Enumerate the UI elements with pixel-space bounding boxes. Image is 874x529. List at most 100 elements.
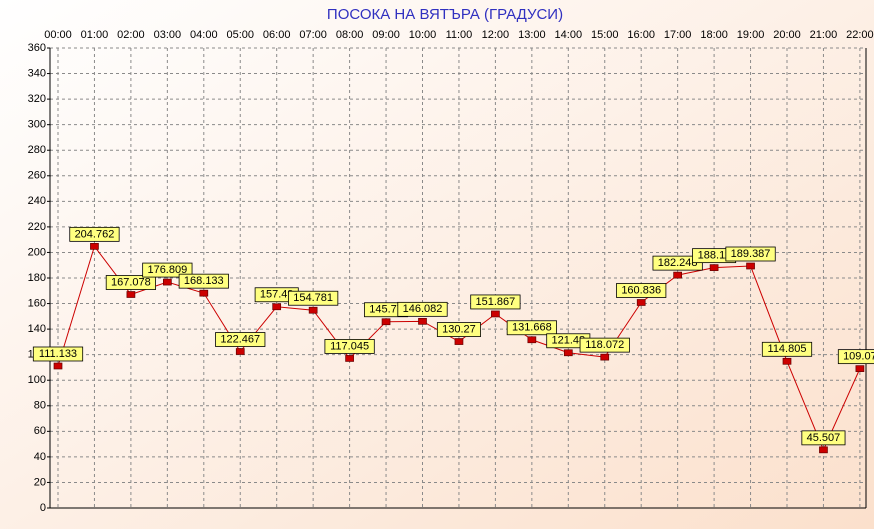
- value-label-box: [288, 290, 339, 306]
- value-label: 146.082: [403, 303, 443, 315]
- marker: [272, 303, 282, 311]
- value-label: 189.387: [731, 248, 771, 260]
- marker: [454, 338, 464, 345]
- value-label: 160.836: [621, 284, 661, 296]
- y-tick-label: 40: [34, 451, 46, 463]
- marker: [855, 365, 865, 372]
- marker: [527, 336, 537, 344]
- x-tick-label: 03:00: [154, 29, 182, 41]
- x-tick-label: 21:00: [810, 29, 838, 41]
- y-tick-label: 200: [28, 246, 46, 258]
- marker: [308, 306, 318, 314]
- value-label-box: [69, 226, 120, 242]
- y-tick-label: 320: [28, 93, 46, 105]
- value-label: 176.809: [147, 264, 187, 276]
- value-label-box: [761, 341, 813, 357]
- value-label-box: [32, 346, 84, 362]
- x-tick-label: 01:00: [81, 29, 109, 41]
- marker: [90, 243, 99, 250]
- x-tick-label: 09:00: [372, 29, 400, 41]
- y-tick-label: 240: [28, 195, 46, 207]
- value-label-box: [652, 255, 703, 271]
- marker: [600, 353, 610, 361]
- y-tick-label: 20: [34, 476, 46, 488]
- value-label-box: [470, 294, 521, 310]
- x-tick-label: 20:00: [773, 29, 801, 41]
- marker: [673, 271, 683, 279]
- value-label: 109.07: [843, 351, 874, 363]
- value-label: 151.867: [476, 296, 516, 308]
- chart-title: ПОСОКА НА ВЯТЪРА (ГРАДУСИ): [327, 6, 563, 23]
- x-tick-label: 22:00: [846, 29, 874, 41]
- value-label-box: [105, 275, 156, 290]
- value-label: 182.248: [658, 257, 698, 269]
- y-tick-label: 300: [28, 119, 46, 131]
- x-tick-label: 16:00: [627, 29, 655, 41]
- value-label-box: [215, 332, 266, 347]
- value-label-box: [616, 283, 667, 298]
- y-tick-label: 80: [34, 400, 46, 412]
- value-label-box: [506, 320, 557, 336]
- value-label: 145.77: [369, 304, 403, 316]
- value-label: 122.467: [220, 333, 260, 345]
- y-tick-label: 260: [28, 170, 46, 182]
- y-tick-label: 340: [28, 67, 46, 79]
- value-label: 130.27: [442, 323, 476, 335]
- marker: [746, 262, 755, 270]
- value-label-box: [579, 337, 630, 353]
- marker: [636, 299, 646, 306]
- marker: [563, 349, 573, 357]
- x-tick-label: 18:00: [700, 29, 728, 41]
- value-label: 167.078: [111, 276, 151, 288]
- marker: [819, 446, 828, 454]
- x-tick-label: 13:00: [518, 29, 546, 41]
- value-label: 168.133: [184, 275, 224, 287]
- y-tick-label: 160: [28, 297, 46, 309]
- x-tick-label: 19:00: [737, 29, 765, 41]
- x-tick-label: 15:00: [591, 29, 619, 41]
- value-label: 188.11: [698, 250, 731, 262]
- value-label: 45.507: [807, 432, 841, 444]
- marker: [418, 317, 427, 325]
- value-label-box: [397, 301, 448, 317]
- x-tick-label: 05:00: [226, 29, 254, 41]
- value-label: 118.072: [585, 339, 624, 351]
- y-tick-label: 0: [40, 502, 46, 514]
- value-label-box: [801, 430, 846, 446]
- x-tick-label: 11:00: [446, 29, 473, 41]
- y-tick-label: 360: [28, 42, 46, 54]
- value-label: 117.045: [330, 340, 369, 352]
- value-label: 114.805: [768, 343, 807, 355]
- value-label-box: [178, 273, 229, 289]
- value-label: 157.49: [260, 289, 294, 301]
- value-label: 154.781: [293, 292, 333, 304]
- value-label-box: [436, 322, 481, 337]
- y-tick-label: 60: [34, 425, 46, 437]
- y-tick-label: 140: [28, 323, 46, 335]
- x-tick-label: 12:00: [482, 29, 510, 41]
- y-tick-label: 280: [28, 144, 46, 156]
- y-tick-label: 180: [28, 272, 46, 284]
- x-tick-label: 02:00: [117, 29, 145, 41]
- marker: [53, 362, 63, 370]
- marker: [709, 264, 719, 271]
- marker: [126, 291, 136, 298]
- x-tick-label: 00:00: [44, 29, 72, 41]
- value-label: 204.762: [75, 228, 115, 240]
- marker: [782, 357, 792, 365]
- marker: [163, 278, 172, 286]
- value-label-box: [837, 349, 874, 365]
- value-label-box: [142, 262, 193, 278]
- marker: [491, 310, 500, 318]
- x-tick-label: 10:00: [409, 29, 437, 41]
- value-label: 111.133: [39, 348, 77, 360]
- value-label: 131.668: [512, 322, 552, 334]
- plot: 0204060801001201401601802002202402602803…: [28, 29, 874, 514]
- x-tick-label: 04:00: [190, 29, 218, 41]
- marker: [235, 348, 245, 355]
- marker: [345, 355, 354, 362]
- value-label-box: [324, 339, 375, 354]
- x-tick-label: 06:00: [263, 29, 291, 41]
- marker: [381, 318, 391, 326]
